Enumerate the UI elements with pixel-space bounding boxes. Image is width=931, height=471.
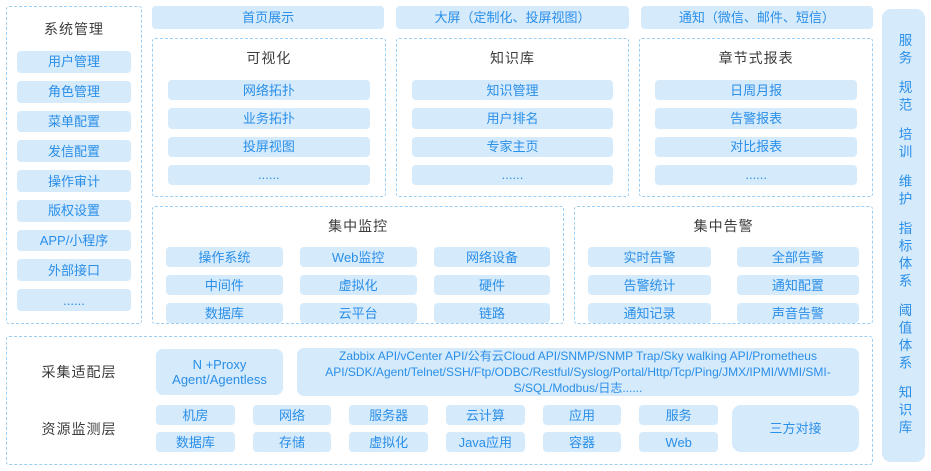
alert-notify-record[interactable]: 通知记录: [588, 303, 711, 323]
section-visualization: 可视化 网络拓扑 业务拓扑 投屏视图 ......: [152, 38, 386, 197]
system-item-operation-audit[interactable]: 操作审计: [17, 170, 131, 192]
mon-web-monitoring[interactable]: Web监控: [299, 247, 417, 267]
adapter-layer-label: 采集适配层: [41, 364, 117, 380]
rail-threshold-system: 阈值体系: [896, 303, 912, 374]
main-area: 系统管理 用户管理 角色管理 菜单配置 发信配置 操作审计 版权设置 APP/小…: [6, 6, 874, 465]
mon-operating-system[interactable]: 操作系统: [166, 247, 283, 267]
resource-layer-label: 资源监测层: [41, 420, 117, 437]
res-java-app[interactable]: Java应用: [445, 432, 525, 452]
central-monitoring-grid: 操作系统 Web监控 网络设备 中间件 虚拟化 硬件 数据库 云平台 链路: [166, 247, 551, 323]
third-party-integration-button[interactable]: 三方对接: [732, 405, 859, 452]
alert-sound[interactable]: 声音告警: [736, 303, 859, 323]
system-item-mail-config[interactable]: 发信配置: [17, 140, 131, 163]
mon-network-device[interactable]: 网络设备: [433, 247, 551, 267]
section-chapter-reports-title: 章节式报表: [718, 50, 794, 66]
section-knowledge-base-title: 知识库: [490, 50, 535, 66]
kb-user-ranking[interactable]: 用户排名: [411, 108, 614, 129]
mon-database[interactable]: 数据库: [166, 303, 283, 323]
rail-maintenance: 维护: [896, 174, 912, 210]
res-datacenter[interactable]: 机房: [156, 405, 235, 425]
kb-more[interactable]: ......: [411, 164, 614, 185]
central-monitoring-title: 集中监控: [328, 218, 389, 234]
mon-cloud-platform[interactable]: 云平台: [299, 303, 417, 323]
adapter-layer-row: 采集适配层 N +Proxy Agent/Agentless Zabbix AP…: [16, 348, 859, 396]
top-nav-homepage[interactable]: 首页展示: [152, 6, 385, 29]
res-web[interactable]: Web: [639, 432, 718, 452]
rail-knowledge-base: 知识库: [896, 385, 912, 438]
system-item-app-miniprogram[interactable]: APP/小程序: [17, 229, 131, 252]
proxy-agent-button[interactable]: N +Proxy Agent/Agentless: [156, 349, 283, 395]
report-daily-weekly-monthly[interactable]: 日周月报: [655, 80, 858, 101]
mon-middleware[interactable]: 中间件: [166, 275, 283, 295]
system-item-copyright-settings[interactable]: 版权设置: [17, 199, 131, 222]
res-container[interactable]: 容器: [542, 432, 622, 452]
top-zone: 系统管理 用户管理 角色管理 菜单配置 发信配置 操作审计 版权设置 APP/小…: [6, 6, 874, 324]
right-service-rail: 服务 规范 培训 维护 指标体系 阈值体系 知识库: [882, 9, 925, 462]
proxy-line2: Agent/Agentless: [172, 372, 267, 387]
viz-network-topology[interactable]: 网络拓扑: [168, 80, 370, 101]
rail-metric-system: 指标体系: [896, 221, 912, 292]
system-item-more[interactable]: ......: [17, 289, 131, 312]
section-central-alerting: 集中告警 实时告警 全部告警 告警统计 通知配置 通知记录 声音告警: [574, 206, 873, 324]
report-compare-report[interactable]: 对比报表: [655, 136, 858, 157]
central-alerting-grid: 实时告警 全部告警 告警统计 通知配置 通知记录 声音告警: [588, 247, 859, 323]
proxy-line1: N +Proxy: [192, 357, 247, 372]
viz-projection-view[interactable]: 投屏视图: [168, 136, 370, 157]
report-more[interactable]: ......: [655, 164, 858, 185]
mon-virtualization[interactable]: 虚拟化: [299, 275, 417, 295]
central-alerting-title: 集中告警: [693, 218, 754, 234]
report-alarm-report[interactable]: 告警报表: [655, 108, 858, 129]
rail-service: 服务: [896, 33, 912, 69]
resource-layer-row: 资源监测层 机房 网络 服务器 云计算 应用 服务 数据库 存储 虚拟化 Jav…: [16, 405, 859, 452]
system-item-user-management[interactable]: 用户管理: [17, 51, 131, 73]
system-panel-title: 系统管理: [44, 21, 104, 37]
protocol-list-box: Zabbix API/vCenter API/公有云Cloud API/SNMP…: [297, 348, 859, 396]
rail-standard: 规范: [896, 80, 912, 116]
section-chapter-reports: 章节式报表 日周月报 告警报表 对比报表 ......: [639, 38, 874, 197]
feature-sections-row: 可视化 网络拓扑 业务拓扑 投屏视图 ...... 知识库 知识管理 用户排名 …: [152, 38, 874, 197]
system-item-menu-config[interactable]: 菜单配置: [17, 110, 131, 133]
top-nav-notification[interactable]: 通知（微信、邮件、短信）: [640, 6, 873, 29]
res-database[interactable]: 数据库: [156, 432, 235, 452]
res-storage[interactable]: 存储: [252, 432, 332, 452]
alert-realtime[interactable]: 实时告警: [588, 247, 711, 267]
kb-expert-homepage[interactable]: 专家主页: [411, 136, 614, 157]
section-central-monitoring: 集中监控 操作系统 Web监控 网络设备 中间件 虚拟化 硬件 数据库 云平台 …: [152, 206, 565, 324]
alert-statistics[interactable]: 告警统计: [588, 275, 711, 295]
collection-layer-box: 采集适配层 N +Proxy Agent/Agentless Zabbix AP…: [6, 336, 873, 465]
system-management-panel: 系统管理 用户管理 角色管理 菜单配置 发信配置 操作审计 版权设置 APP/小…: [6, 6, 142, 324]
res-server[interactable]: 服务器: [349, 405, 428, 425]
viz-more[interactable]: ......: [168, 164, 370, 185]
top-nav-row: 首页展示 大屏（定制化、投屏视图） 通知（微信、邮件、短信）: [152, 6, 873, 29]
section-knowledge-base: 知识库 知识管理 用户排名 专家主页 ......: [395, 38, 630, 197]
mon-hardware[interactable]: 硬件: [433, 275, 551, 295]
kb-knowledge-management[interactable]: 知识管理: [411, 80, 614, 101]
mon-link[interactable]: 链路: [433, 303, 551, 323]
system-item-external-interface[interactable]: 外部接口: [17, 259, 131, 282]
middle-column: 首页展示 大屏（定制化、投屏视图） 通知（微信、邮件、短信） 可视化 网络拓扑 …: [152, 6, 874, 324]
monitor-alert-row: 集中监控 操作系统 Web监控 网络设备 中间件 虚拟化 硬件 数据库 云平台 …: [152, 206, 873, 324]
resource-grid: 机房 网络 服务器 云计算 应用 服务 数据库 存储 虚拟化 Java应用 容器…: [156, 405, 718, 452]
res-service[interactable]: 服务: [639, 405, 718, 425]
res-cloud-computing[interactable]: 云计算: [445, 405, 525, 425]
alert-notify-config[interactable]: 通知配置: [736, 275, 859, 295]
res-virtualization[interactable]: 虚拟化: [349, 432, 428, 452]
viz-business-topology[interactable]: 业务拓扑: [168, 108, 370, 129]
alert-all[interactable]: 全部告警: [736, 247, 859, 267]
res-network[interactable]: 网络: [252, 405, 332, 425]
top-nav-bigscreen[interactable]: 大屏（定制化、投屏视图）: [396, 6, 629, 29]
res-application[interactable]: 应用: [542, 405, 622, 425]
section-visualization-title: 可视化: [246, 50, 292, 66]
rail-training: 培训: [896, 127, 912, 163]
system-item-role-management[interactable]: 角色管理: [17, 80, 131, 103]
